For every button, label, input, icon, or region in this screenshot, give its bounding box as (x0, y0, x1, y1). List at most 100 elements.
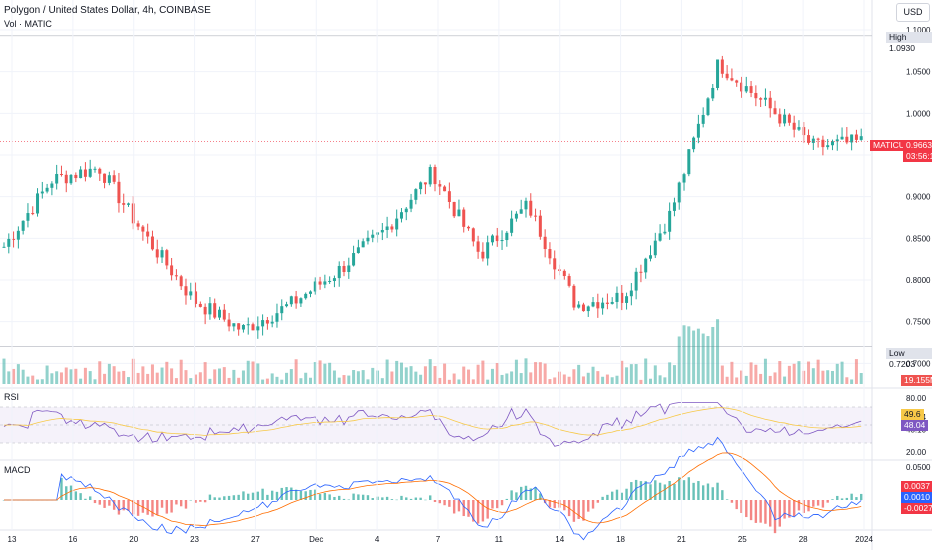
volume-bar (457, 379, 461, 384)
macd-histogram-bar (405, 497, 408, 500)
volume-bar (672, 365, 676, 384)
macd-histogram-bar (280, 487, 283, 500)
volume-bar (725, 376, 729, 384)
volume-bar (730, 361, 734, 384)
macd-histogram-bar (381, 497, 384, 500)
volume-bar (701, 333, 705, 384)
macd-histogram-bar (443, 500, 446, 506)
candle-body (55, 173, 59, 184)
macd-histogram-bar (797, 500, 801, 511)
price-tick-label: 0.7500 (906, 318, 931, 327)
candle-body (787, 114, 791, 123)
candle-body (481, 251, 485, 259)
candle-body (859, 136, 863, 140)
rsi-line (3, 402, 862, 447)
candle-body (529, 200, 533, 216)
macd-histogram-bar (788, 500, 791, 518)
candle-body (88, 168, 92, 177)
macd-histogram-bar (816, 500, 820, 506)
low-value: 0.7203 (889, 359, 915, 369)
volume-bar (486, 379, 490, 384)
candle-body (490, 235, 494, 243)
macd-histogram-bar (328, 494, 331, 500)
macd-histogram-bar (251, 492, 255, 500)
macd-histogram-bar (802, 500, 805, 513)
rsi-ma-line (3, 407, 862, 436)
volume-bar (840, 361, 844, 384)
candle-body (98, 168, 102, 174)
candle-body (237, 323, 241, 330)
volume-bar (419, 374, 423, 384)
candle-body (457, 209, 461, 217)
macd-histogram-bar (812, 500, 815, 507)
rsi-label: RSI (4, 392, 20, 402)
volume-bar (371, 367, 375, 384)
candle-body (390, 226, 394, 230)
volume-bar (352, 370, 356, 384)
candle-body (256, 326, 260, 331)
volume-bar (21, 369, 25, 384)
macd-histogram-bar (74, 491, 78, 500)
candle-body (807, 135, 811, 143)
macd-histogram-bar (701, 485, 705, 500)
candle-body (74, 174, 78, 179)
volume-bar (500, 374, 504, 384)
volume-bar (83, 367, 87, 384)
macd-histogram-bar (151, 500, 154, 517)
macd-histogram-bar (721, 490, 724, 500)
macd-histogram-bar (682, 480, 686, 500)
macd-line (4, 436, 862, 541)
rsi-tick-label: 80.00 (906, 394, 927, 403)
macd-histogram-bar (615, 489, 619, 500)
candle-body (21, 220, 25, 231)
candle-body (759, 98, 763, 100)
macd-histogram-bar (261, 488, 264, 500)
macd-histogram-bar (333, 496, 336, 500)
chart-title: Polygon / United States Dollar, 4h, COIN… (4, 5, 211, 16)
candle-body (826, 145, 830, 148)
volume-bar (768, 375, 772, 384)
candle-body (716, 59, 720, 88)
volume-bar (390, 371, 394, 384)
volume-bar (538, 362, 542, 384)
volume-bar (462, 366, 466, 384)
macd-histogram-bar (601, 496, 604, 500)
macd-histogram-bar (194, 500, 197, 503)
time-tick-label: 2024 (855, 535, 873, 544)
candle-body (615, 292, 619, 302)
candle-body (725, 73, 729, 79)
candle-body (423, 182, 427, 185)
candle-body (419, 182, 423, 190)
candle-body (802, 127, 806, 136)
candle-body (313, 281, 317, 292)
macd-histogram-bar (232, 495, 236, 500)
candle-body (610, 301, 614, 304)
volume-bar (213, 369, 217, 384)
volume-bar (816, 359, 820, 384)
rsi-tick-label: 20.00 (906, 448, 927, 457)
candle-body (395, 218, 399, 230)
candle-body (562, 270, 566, 277)
macd-histogram-bar (242, 491, 245, 500)
candle-body (356, 247, 360, 254)
candle-body (222, 309, 226, 320)
volume-bar (653, 365, 657, 384)
currency-button[interactable]: USD (896, 3, 930, 22)
volume-bar (696, 328, 700, 384)
time-tick-label: 18 (616, 535, 625, 544)
candle-body (337, 265, 341, 279)
time-tick-label: 4 (375, 535, 380, 544)
macd-histogram-bar (429, 495, 432, 500)
volume-bar (194, 374, 198, 384)
candle-body (519, 209, 523, 214)
volume-bar (45, 365, 49, 384)
macd-histogram-bar (146, 500, 149, 515)
macd-histogram-bar (668, 480, 671, 500)
volume-label: Vol · MATIC (4, 19, 52, 29)
candle-body (514, 213, 518, 219)
macd-histogram-bar (778, 500, 781, 527)
macd-signal-line (4, 452, 862, 527)
macd-histogram-bar (314, 489, 317, 500)
